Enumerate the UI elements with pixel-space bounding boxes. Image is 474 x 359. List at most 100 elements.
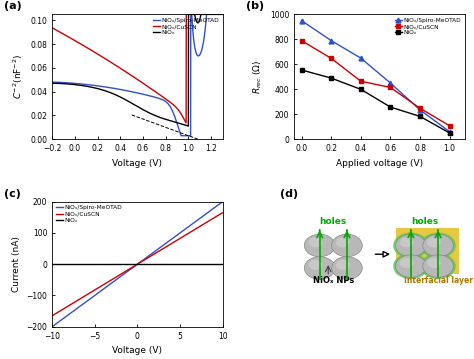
Y-axis label: $C^{-2}$(nF$^{-2}$): $C^{-2}$(nF$^{-2}$) <box>11 54 25 99</box>
Circle shape <box>336 237 350 247</box>
Line: NiOₓ/CuSCN: NiOₓ/CuSCN <box>300 38 452 128</box>
NiOₓ/CuSCN <box>220 210 226 215</box>
NiOₓ/CuSCN <box>56 309 62 314</box>
NiOₓ/CuSCN <box>211 216 217 220</box>
Line: NiOₓ: NiOₓ <box>300 68 452 135</box>
Circle shape <box>336 260 350 270</box>
NiOₓ <box>328 76 334 80</box>
NiOₓ <box>49 262 55 266</box>
NiOₓ <box>186 12 191 17</box>
NiOₓ/CuSCN <box>328 56 334 60</box>
NiOₓ <box>220 262 226 266</box>
Circle shape <box>420 253 456 279</box>
Circle shape <box>304 257 335 279</box>
Circle shape <box>427 258 441 268</box>
NiOₓ/CuSCN <box>299 38 304 43</box>
Line: NiOₓ/Spiro-MeOTAD: NiOₓ/Spiro-MeOTAD <box>299 18 452 134</box>
NiOₓ/Spiro-MeOTAD <box>211 206 217 210</box>
NiOₓ <box>81 262 87 266</box>
NiOₓ/Spiro-MeOTAD <box>447 130 453 134</box>
NiOₓ/CuSCN <box>222 12 228 17</box>
Text: (c): (c) <box>4 189 21 199</box>
Line: NiOₓ: NiOₓ <box>52 14 225 126</box>
NiOₓ <box>299 68 304 72</box>
NiOₓ/CuSCN <box>60 307 65 312</box>
NiOₓ/Spiro-MeOTAD <box>205 210 211 215</box>
NiOₓ/CuSCN <box>81 294 87 299</box>
NiOₓ/Spiro-MeOTAD <box>222 6 228 10</box>
Circle shape <box>420 233 456 258</box>
NiOₓ <box>119 96 125 100</box>
Text: holes: holes <box>319 217 347 226</box>
NiOₓ/Spiro-MeOTAD <box>388 81 393 85</box>
Circle shape <box>395 255 426 278</box>
Line: NiOₓ/Spiro-MeOTAD: NiOₓ/Spiro-MeOTAD <box>52 8 225 136</box>
NiOₓ/Spiro-MeOTAD <box>328 38 334 43</box>
NiOₓ <box>417 114 423 118</box>
Line: NiOₓ/CuSCN: NiOₓ/CuSCN <box>52 213 223 316</box>
Circle shape <box>309 237 322 247</box>
NiOₓ <box>60 262 65 266</box>
NiOₓ/Spiro-MeOTAD <box>220 200 226 204</box>
NiOₓ <box>388 105 393 109</box>
NiOₓ/CuSCN <box>49 314 55 318</box>
Circle shape <box>400 237 413 247</box>
NiOₓ <box>187 12 193 17</box>
NiOₓ <box>49 81 55 85</box>
Text: (d): (d) <box>281 189 299 199</box>
Y-axis label: $R_{rec}$ (Ω): $R_{rec}$ (Ω) <box>252 60 264 94</box>
NiOₓ <box>184 123 190 128</box>
NiOₓ/CuSCN <box>183 121 189 125</box>
NiOₓ <box>168 118 173 123</box>
Text: Interfacial layer: Interfacial layer <box>404 276 474 285</box>
NiOₓ <box>358 87 364 92</box>
Legend: NiOₓ/Spiro-MeOTAD, NiOₓ/CuSCN, NiOₓ: NiOₓ/Spiro-MeOTAD, NiOₓ/CuSCN, NiOₓ <box>394 17 462 36</box>
NiOₓ/CuSCN <box>187 12 193 17</box>
Y-axis label: Current (nA): Current (nA) <box>12 236 21 292</box>
Text: NiOₓ NPs: NiOₓ NPs <box>313 276 354 285</box>
Bar <box>395 228 458 274</box>
Text: (b): (b) <box>246 1 264 11</box>
Line: NiOₓ/CuSCN: NiOₓ/CuSCN <box>52 14 225 123</box>
NiOₓ <box>211 262 217 266</box>
NiOₓ/CuSCN <box>358 79 364 83</box>
NiOₓ/CuSCN <box>125 71 131 75</box>
NiOₓ <box>67 82 73 86</box>
NiOₓ/CuSCN <box>447 123 453 128</box>
NiOₓ/Spiro-MeOTAD <box>95 291 100 295</box>
NiOₓ <box>56 262 62 266</box>
NiOₓ/Spiro-MeOTAD <box>56 320 62 324</box>
NiOₓ/CuSCN <box>67 36 73 40</box>
NiOₓ/CuSCN <box>184 12 190 17</box>
Circle shape <box>309 260 322 270</box>
NiOₓ <box>222 12 228 17</box>
Circle shape <box>393 253 428 279</box>
Circle shape <box>304 234 335 257</box>
Legend: NiOₓ/Spiro-MeOTAD, NiOₓ/CuSCN, NiOₓ: NiOₓ/Spiro-MeOTAD, NiOₓ/CuSCN, NiOₓ <box>55 205 123 223</box>
NiOₓ <box>95 262 100 266</box>
NiOₓ/Spiro-MeOTAD <box>358 56 364 60</box>
NiOₓ <box>185 124 191 128</box>
NiOₓ/Spiro-MeOTAD <box>49 325 55 329</box>
NiOₓ/CuSCN <box>388 85 393 90</box>
NiOₓ <box>447 131 453 135</box>
Circle shape <box>400 258 413 268</box>
NiOₓ/Spiro-MeOTAD <box>60 317 65 321</box>
Text: holes: holes <box>411 217 438 226</box>
NiOₓ/Spiro-MeOTAD <box>184 134 190 138</box>
NiOₓ/CuSCN <box>95 286 100 290</box>
Circle shape <box>332 257 362 279</box>
Circle shape <box>423 255 454 278</box>
X-axis label: Applied voltage (V): Applied voltage (V) <box>336 159 423 168</box>
Circle shape <box>393 233 428 258</box>
NiOₓ/Spiro-MeOTAD <box>67 81 73 85</box>
X-axis label: Voltage (V): Voltage (V) <box>112 346 162 355</box>
NiOₓ/Spiro-MeOTAD <box>81 301 87 306</box>
NiOₓ <box>125 99 131 103</box>
NiOₓ/Spiro-MeOTAD <box>188 6 193 10</box>
NiOₓ/CuSCN <box>119 67 125 71</box>
Circle shape <box>427 237 441 247</box>
NiOₓ/CuSCN <box>168 101 173 105</box>
NiOₓ/Spiro-MeOTAD <box>187 134 193 138</box>
Circle shape <box>332 234 362 257</box>
